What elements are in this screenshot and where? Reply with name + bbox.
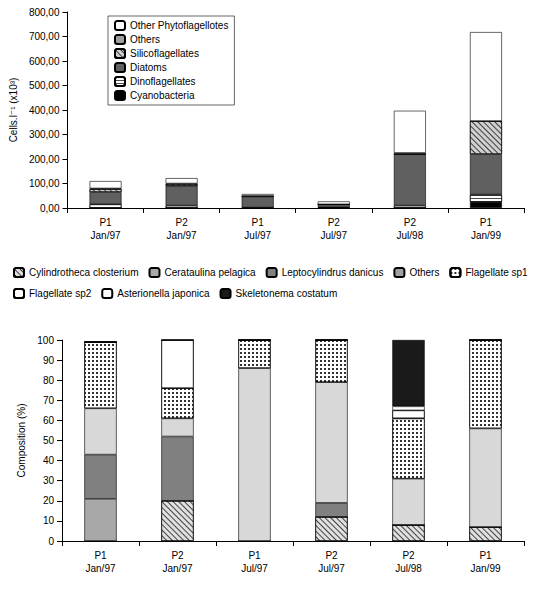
svg-text:80: 80 xyxy=(43,375,55,386)
svg-text:800,00: 800,00 xyxy=(29,7,60,18)
svg-text:0,00: 0,00 xyxy=(40,203,60,214)
svg-text:Composition (%): Composition (%) xyxy=(16,404,27,478)
svg-text:Cerataulina pelagica: Cerataulina pelagica xyxy=(164,267,256,278)
svg-text:100,00: 100,00 xyxy=(29,178,60,189)
svg-text:P2: P2 xyxy=(325,550,338,561)
svg-text:P2: P2 xyxy=(171,550,184,561)
svg-text:Cylindrotheca closterium: Cylindrotheca closterium xyxy=(29,267,139,278)
svg-text:Jul/97: Jul/97 xyxy=(318,563,345,574)
svg-text:P1: P1 xyxy=(479,550,492,561)
svg-text:Asterionella japonica: Asterionella japonica xyxy=(117,288,210,299)
svg-text:600,00: 600,00 xyxy=(29,56,60,67)
svg-text:Dinoflagellates: Dinoflagellates xyxy=(130,76,196,87)
svg-text:Jul/97: Jul/97 xyxy=(244,230,271,241)
svg-text:P2: P2 xyxy=(328,217,341,228)
svg-text:Silicoflagellates: Silicoflagellates xyxy=(130,48,199,59)
svg-text:60: 60 xyxy=(43,415,55,426)
svg-text:Leptocylindrus danicus: Leptocylindrus danicus xyxy=(282,267,384,278)
svg-text:Jul/98: Jul/98 xyxy=(397,230,424,241)
svg-text:500,00: 500,00 xyxy=(29,80,60,91)
svg-text:Jan/97: Jan/97 xyxy=(91,230,121,241)
svg-text:200,00: 200,00 xyxy=(29,154,60,165)
svg-text:400,00: 400,00 xyxy=(29,105,60,116)
svg-text:P1: P1 xyxy=(99,217,112,228)
svg-text:P2: P2 xyxy=(402,550,415,561)
svg-text:Jan/97: Jan/97 xyxy=(162,563,192,574)
svg-text:Others: Others xyxy=(409,267,439,278)
svg-text:P1: P1 xyxy=(248,550,261,561)
svg-text:40: 40 xyxy=(43,455,55,466)
svg-text:P1: P1 xyxy=(480,217,493,228)
svg-text:Jul/98: Jul/98 xyxy=(395,563,422,574)
svg-text:10: 10 xyxy=(43,515,55,526)
svg-text:30: 30 xyxy=(43,475,55,486)
svg-text:100: 100 xyxy=(37,335,54,346)
svg-text:90: 90 xyxy=(43,355,55,366)
svg-text:0: 0 xyxy=(48,536,54,547)
svg-text:Skeletonema costatum: Skeletonema costatum xyxy=(236,288,338,299)
svg-text:Cells.l⁻¹ (x10³): Cells.l⁻¹ (x10³) xyxy=(8,78,19,143)
svg-text:Jan/99: Jan/99 xyxy=(471,230,501,241)
svg-text:70: 70 xyxy=(43,395,55,406)
svg-text:Jul/97: Jul/97 xyxy=(320,230,347,241)
svg-text:Diatoms: Diatoms xyxy=(130,62,167,73)
svg-text:Jul/97: Jul/97 xyxy=(241,563,268,574)
svg-text:Cyanobacteria: Cyanobacteria xyxy=(130,90,195,101)
svg-text:700,00: 700,00 xyxy=(29,31,60,42)
svg-text:Other Phytoflagellotes: Other Phytoflagellotes xyxy=(130,20,228,31)
svg-text:20: 20 xyxy=(43,495,55,506)
svg-text:P1: P1 xyxy=(252,217,265,228)
svg-text:P2: P2 xyxy=(175,217,188,228)
svg-text:Jan/97: Jan/97 xyxy=(167,230,197,241)
svg-text:P1: P1 xyxy=(94,550,107,561)
svg-text:Others: Others xyxy=(130,34,160,45)
svg-text:50: 50 xyxy=(43,435,55,446)
svg-text:P2: P2 xyxy=(404,217,417,228)
svg-text:Flagellate sp2: Flagellate sp2 xyxy=(29,288,92,299)
svg-text:Flagellate sp1: Flagellate sp1 xyxy=(465,267,528,278)
svg-text:Jan/97: Jan/97 xyxy=(85,563,115,574)
svg-text:300,00: 300,00 xyxy=(29,129,60,140)
svg-text:Jan/99: Jan/99 xyxy=(470,563,500,574)
